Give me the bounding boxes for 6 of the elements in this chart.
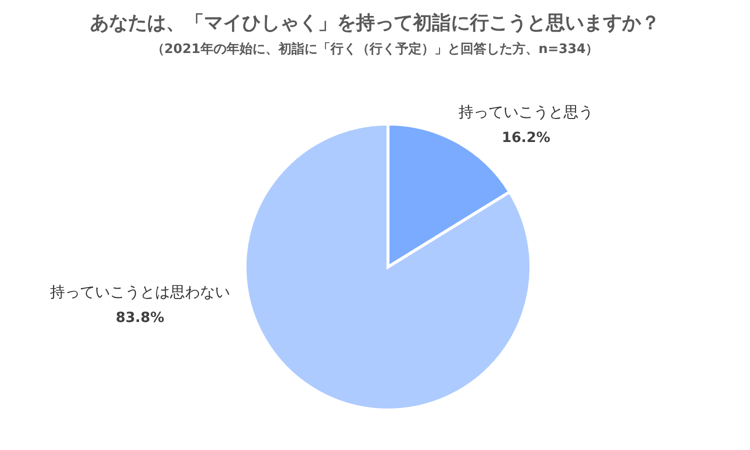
data-label: 16.2%	[502, 130, 550, 146]
slice-label: 持っていこうとは思わない	[50, 283, 230, 302]
slice-label: 持っていこうと思う	[458, 103, 594, 122]
chart-subtitle: （2021年の年始に、初詣に「行く（行く予定）」と回答した方、n=334）	[150, 40, 600, 58]
data-label: 83.8%	[116, 310, 164, 326]
chart-title: あなたは、「マイひしゃく」を持って初詣に行こうと思いますか？	[89, 11, 661, 36]
